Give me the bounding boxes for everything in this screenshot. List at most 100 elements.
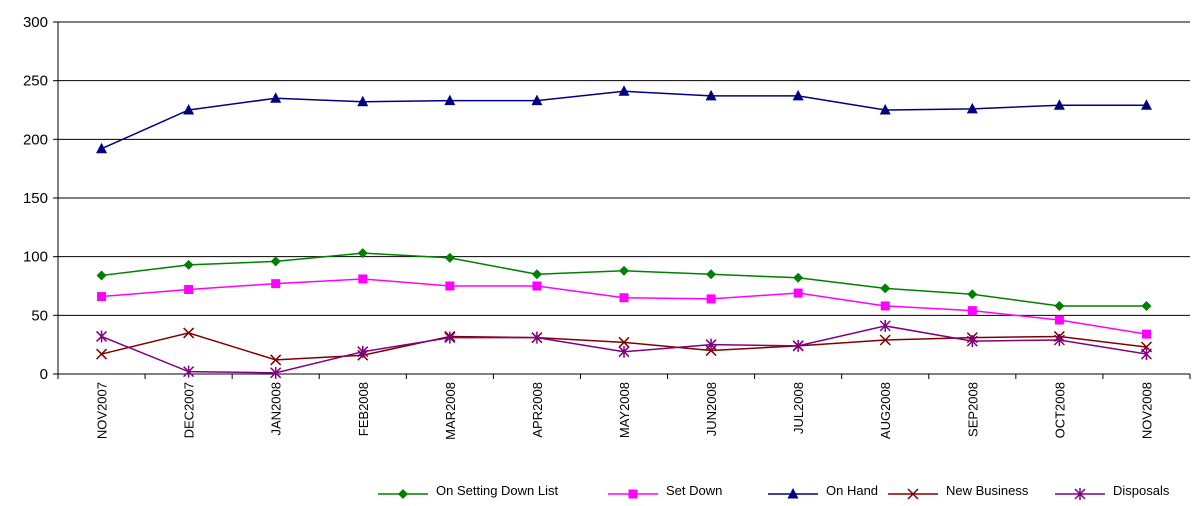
y-tick-label: 150 — [23, 190, 48, 207]
data-point — [445, 281, 455, 291]
data-point — [966, 335, 978, 348]
data-point — [444, 252, 455, 263]
legend-label: Set Down — [666, 483, 722, 498]
data-point — [532, 281, 542, 291]
legend-marker — [628, 489, 638, 499]
data-point — [1140, 348, 1152, 361]
data-point — [619, 293, 629, 303]
series-on-setting-down-list — [96, 248, 1152, 311]
y-tick-label: 0 — [40, 366, 48, 383]
data-point — [966, 102, 978, 114]
data-point — [531, 269, 542, 280]
data-point — [531, 94, 543, 106]
data-point — [270, 92, 282, 103]
x-tick-label: NOV2007 — [95, 382, 110, 439]
x-axis: NOV2007 DEC2007 JAN2008 FEB2008 MAR2008 APR20… — [57, 373, 1191, 440]
y-tick-label: 250 — [23, 73, 48, 90]
series-disposals — [96, 319, 1152, 379]
data-point — [1140, 99, 1152, 110]
x-tick-label: SEP2008 — [965, 382, 980, 437]
data-point — [705, 338, 717, 351]
series-line — [101, 90, 1147, 150]
legend-marker — [1074, 488, 1086, 500]
data-point — [270, 354, 282, 366]
data-point — [879, 334, 891, 346]
data-point — [1053, 333, 1065, 346]
legend-item: Set Down — [608, 483, 722, 499]
y-tick-label: 200 — [23, 131, 48, 148]
x-tick-label: FEB2008 — [356, 382, 371, 436]
legend-marker — [398, 489, 408, 499]
data-point — [618, 336, 630, 348]
series-line — [101, 278, 1147, 335]
data-point — [444, 331, 456, 344]
y-tick-label: 50 — [31, 307, 48, 324]
data-point — [97, 292, 107, 302]
legend-label: On Setting Down List — [436, 483, 559, 498]
y-tick-label: 100 — [23, 249, 48, 266]
data-point — [531, 331, 543, 344]
data-point — [793, 288, 803, 298]
x-tick-label: JAN2008 — [269, 382, 284, 435]
data-point — [183, 104, 195, 115]
data-point — [1141, 300, 1152, 311]
data-point — [184, 285, 194, 295]
data-point — [357, 95, 369, 107]
data-point — [967, 289, 978, 300]
data-point — [706, 269, 717, 280]
data-point — [183, 327, 195, 339]
x-tick-label: NOV2008 — [1139, 382, 1154, 439]
legend-marker — [907, 488, 919, 500]
data-point — [705, 89, 717, 101]
x-tick-label: DEC2007 — [182, 382, 197, 438]
legend-item: New Business — [888, 483, 1029, 500]
x-tick-label: APR2008 — [530, 382, 545, 438]
data-point — [357, 345, 369, 358]
data-point — [967, 306, 977, 316]
legend-label: On Hand — [826, 483, 878, 498]
data-point — [792, 339, 804, 352]
gridlines — [58, 21, 1190, 316]
data-point — [879, 319, 891, 332]
data-point — [96, 270, 107, 281]
data-point — [270, 256, 281, 267]
data-point — [271, 279, 281, 289]
data-point — [183, 365, 195, 378]
data-point — [1054, 300, 1065, 311]
data-point — [358, 274, 368, 284]
series-on-hand — [96, 85, 1152, 154]
x-tick-label: MAY2008 — [617, 382, 632, 438]
legend: On Setting Down List Set Down On Hand New B… — [378, 483, 1170, 500]
data-point — [880, 283, 891, 294]
data-point — [444, 94, 456, 106]
data-point — [1054, 315, 1064, 325]
data-point — [270, 366, 282, 379]
data-point — [96, 348, 108, 360]
data-point — [1141, 329, 1151, 339]
data-point — [357, 248, 368, 259]
x-tick-label: JUN2008 — [704, 382, 719, 436]
x-tick-label: OCT2008 — [1052, 382, 1067, 438]
data-point — [183, 259, 194, 270]
data-point — [792, 89, 804, 101]
legend-item: On Setting Down List — [378, 483, 559, 499]
data-point — [1053, 99, 1065, 110]
data-point — [96, 142, 108, 154]
data-point — [618, 85, 630, 96]
x-tick-label: MAR2008 — [443, 382, 458, 440]
data-point — [706, 294, 716, 304]
data-point — [619, 265, 629, 276]
data-point — [880, 301, 890, 311]
data-point — [618, 345, 630, 358]
x-tick-label: JUL2008 — [791, 382, 806, 434]
series-group — [96, 85, 1152, 379]
y-axis: 0 50 100 150 200 250 300 — [23, 14, 59, 383]
data-point — [96, 330, 108, 343]
data-point — [793, 272, 804, 283]
legend-label: Disposals — [1113, 483, 1170, 498]
legend-item: On Hand — [768, 483, 878, 499]
legend-item: Disposals — [1055, 483, 1170, 500]
legend-label: New Business — [946, 483, 1029, 498]
legend-marker — [787, 488, 799, 499]
